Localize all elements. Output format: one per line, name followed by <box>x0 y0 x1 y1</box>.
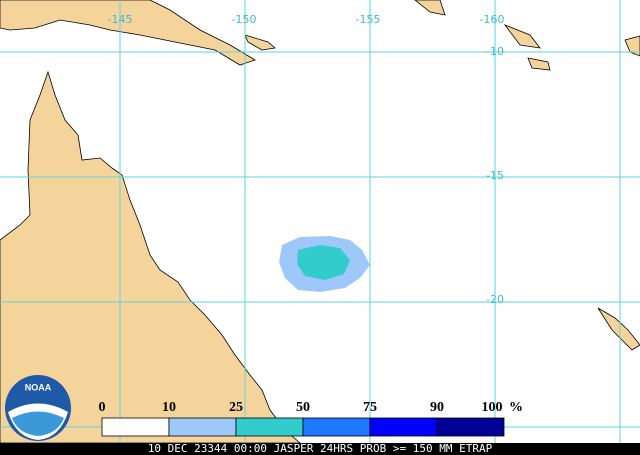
probability-area <box>297 245 350 280</box>
legend-label: 25 <box>229 400 243 415</box>
legend-label: 100 <box>482 400 503 415</box>
legend-label: 0 <box>99 400 106 415</box>
legend-unit: % <box>509 400 523 415</box>
legend-swatch <box>235 417 304 437</box>
legend-label: 75 <box>363 400 377 415</box>
logo-text: NOAA <box>25 382 52 392</box>
legend-label: 50 <box>296 400 310 415</box>
longitude-label: -145 <box>108 13 133 26</box>
longitude-label: -160 <box>480 13 505 26</box>
legend-swatch <box>436 417 505 437</box>
land <box>0 70 302 444</box>
legend-swatch <box>168 417 237 437</box>
legend-swatch <box>302 417 371 437</box>
longitude-label: -155 <box>356 13 381 26</box>
latitude-label: -10 <box>486 45 504 58</box>
legend-swatch <box>369 417 438 437</box>
latitude-label: -15 <box>486 169 504 182</box>
graticule <box>0 0 640 443</box>
caption: 10 DEC 23344 00:00 JASPER 24HRS PROB >= … <box>148 442 493 455</box>
land <box>0 0 256 66</box>
legend-label: 90 <box>430 400 444 415</box>
latitude-label: -20 <box>486 293 504 306</box>
legend-swatch <box>101 417 170 437</box>
logo <box>12 411 64 436</box>
land <box>244 0 640 351</box>
longitude-label: -150 <box>232 13 257 26</box>
caption-bar <box>0 443 640 455</box>
legend-label: 10 <box>162 400 176 415</box>
